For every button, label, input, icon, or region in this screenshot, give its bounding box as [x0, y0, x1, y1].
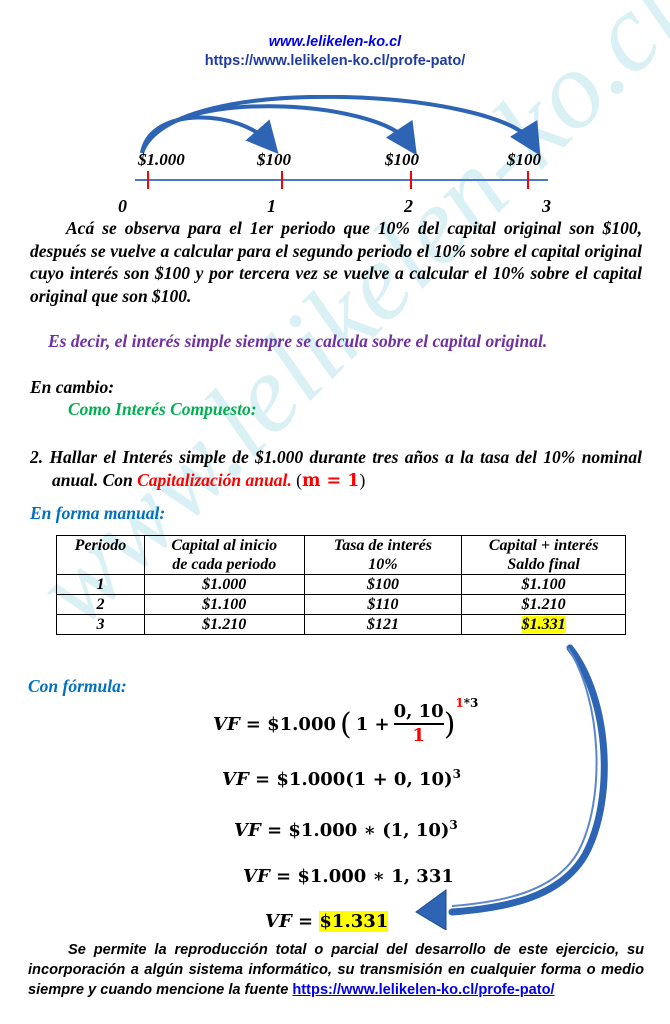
timeline-period-2: 2 [404, 196, 413, 216]
formula-exp-rest: *3 [463, 696, 479, 710]
vf-symbol: VF [222, 769, 249, 790]
site-url[interactable]: www.lelikelen-ko.cl [268, 34, 402, 50]
table-cell: 1 [56, 574, 145, 595]
timeline-period-1: 1 [267, 196, 276, 216]
footer-notice: Se permite la reproducción total o parci… [28, 940, 644, 1000]
formula-exp-m: 1 [455, 696, 464, 710]
formula-1: VF = $1.000 ( 1 + 0, 10 1 ) 1*3 [213, 696, 479, 747]
arc-period-3 [140, 95, 541, 156]
interest-table: Periodo Capital al inicio de cada periodo… [56, 535, 626, 635]
compuesto-label: Como Interés Compuesto: [68, 399, 257, 419]
formula-3-body: = $1.000 ∗ (1, 10) [267, 820, 450, 841]
header-capital: Capital al inicio de cada periodo [143, 535, 305, 575]
manual-label: En forma manual: [30, 503, 166, 523]
table-cell: $1.100 [461, 574, 626, 595]
table-cell-final: $1.331 [461, 614, 626, 635]
formula-4: VF = $1.000 ∗ 1, 331 [243, 866, 454, 887]
en-cambio-label: En cambio: [30, 377, 115, 397]
table-cell: 2 [56, 594, 145, 615]
formula-3-exp: 3 [449, 818, 458, 832]
vf-symbol: VF [234, 820, 261, 841]
timeline-amount-3: $100 [507, 150, 541, 169]
timeline-diagram [135, 95, 548, 189]
result-arrow [415, 644, 608, 930]
table-cell: $121 [303, 614, 463, 635]
footer-link[interactable]: https://www.lelikelen-ko.cl/profe-pato/ [292, 982, 555, 998]
formula-2-body: = $1.000(1 + 0, 10) [255, 769, 453, 790]
timeline-amount-1: $100 [257, 150, 291, 169]
table-cell: $1.210 [143, 614, 305, 635]
capitalizacion-text: Capitalización anual. [137, 470, 292, 490]
problem-statement: 2. Hallar el Interés simple de $1.000 du… [30, 446, 642, 493]
formula-fraction: 0, 10 1 [393, 701, 444, 747]
header-tasa: Tasa de interés 10% [303, 535, 463, 575]
m-equation: m = 1 [301, 471, 360, 491]
fraction-numerator: 0, 10 [393, 701, 444, 722]
summary-text: Es decir, el interés simple siempre se c… [48, 331, 548, 351]
fraction-denominator: 1 [393, 723, 444, 747]
arc-period-2 [140, 104, 417, 156]
explanation-paragraph: Acá se observa para el 1er periodo que 1… [30, 218, 642, 306]
formula-5: VF = $1.331 [265, 911, 389, 932]
formula-2: VF = $1.000(1 + 0, 10)3 [222, 767, 461, 790]
table-row: 3 $1.210 $121 $1.331 [56, 614, 626, 635]
arc-period-1 [140, 115, 279, 155]
formula-5-eq: = [298, 911, 314, 932]
table-cell: $1.000 [143, 574, 305, 595]
page-url[interactable]: https://www.lelikelen-ko.cl/profe-pato/ [204, 53, 466, 69]
table-cell: $1.100 [143, 594, 305, 615]
footer-text: Se permite la reproducción total o parci… [28, 942, 644, 998]
m-close: ) [359, 470, 366, 490]
table-cell: $1.210 [461, 594, 626, 615]
vf-symbol: VF [243, 866, 270, 887]
formula-label: Con fórmula: [28, 676, 127, 696]
m-open: ( [296, 470, 302, 490]
table-cell: $110 [303, 594, 463, 615]
formula-2-exp: 3 [452, 767, 461, 781]
table-cell: 3 [56, 614, 145, 635]
table-row: 2 $1.100 $110 $1.210 [56, 594, 626, 615]
header-periodo: Periodo [56, 535, 145, 575]
table-header-row: Periodo Capital al inicio de cada periodo… [56, 535, 626, 575]
formula-1-principal: = $1.000 [245, 713, 336, 735]
timeline-amount-0: $1.000 [138, 150, 185, 169]
formula-3: VF = $1.000 ∗ (1, 10)3 [234, 818, 458, 841]
table-row: 1 $1.000 $100 $1.100 [56, 574, 626, 595]
table-cell: $100 [303, 574, 463, 595]
formula-4-body: = $1.000 ∗ 1, 331 [276, 866, 454, 887]
vf-symbol: VF [265, 911, 292, 932]
timeline-amount-2: $100 [385, 150, 419, 169]
vf-symbol: VF [213, 713, 240, 735]
problem-text: 2. Hallar el Interés simple de $1.000 du… [30, 447, 642, 490]
timeline-period-3: 3 [542, 196, 551, 216]
final-result-highlight: $1.331 [319, 911, 389, 932]
final-amount-highlight: $1.331 [521, 616, 566, 633]
header-saldo: Capital + interés Saldo final [461, 535, 626, 575]
timeline-period-0: 0 [118, 196, 127, 216]
